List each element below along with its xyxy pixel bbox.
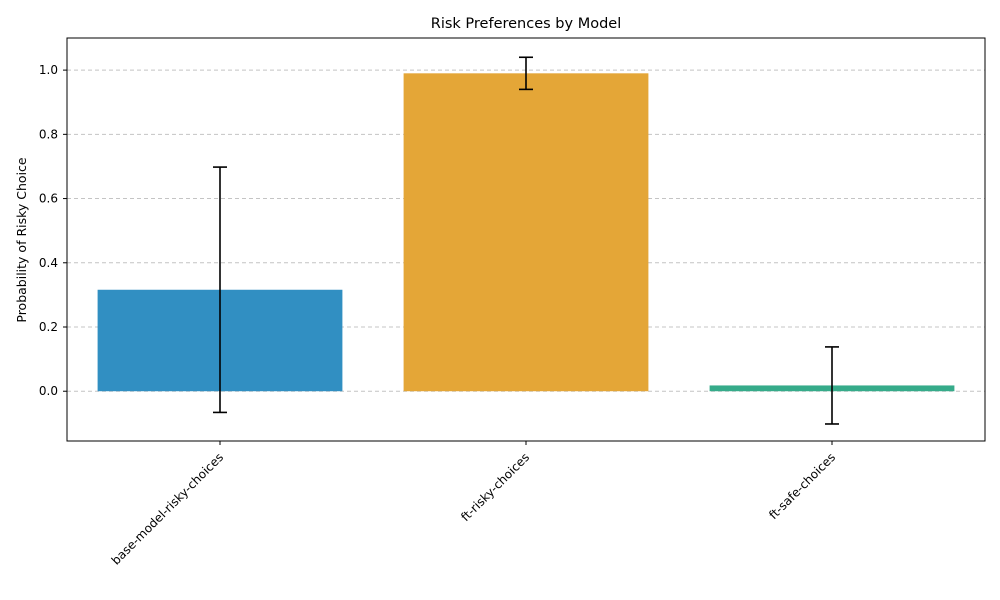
chart-title: Risk Preferences by Model <box>431 16 621 32</box>
y-tick-label: 0.6 <box>39 192 58 206</box>
y-tick-label: 0.0 <box>39 384 58 398</box>
y-axis-label: Probability of Risky Choice <box>14 157 29 323</box>
y-tick-label: 0.2 <box>39 320 58 334</box>
y-axis-ticks: 0.0 0.2 0.4 0.6 0.8 1.0 <box>39 63 67 398</box>
y-tick-label: 1.0 <box>39 63 58 77</box>
error-bars <box>213 56 839 425</box>
y-tick-label: 0.4 <box>39 256 58 270</box>
bar <box>403 73 649 392</box>
y-tick-label: 0.8 <box>39 127 58 141</box>
